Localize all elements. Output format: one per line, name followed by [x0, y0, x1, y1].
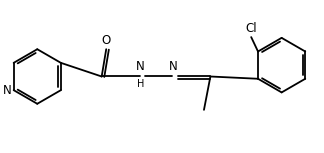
Text: N: N — [3, 84, 12, 97]
Text: N: N — [136, 60, 145, 73]
Text: O: O — [102, 34, 111, 47]
Text: N: N — [169, 60, 178, 73]
Text: Cl: Cl — [245, 22, 257, 35]
Text: H: H — [137, 79, 144, 89]
